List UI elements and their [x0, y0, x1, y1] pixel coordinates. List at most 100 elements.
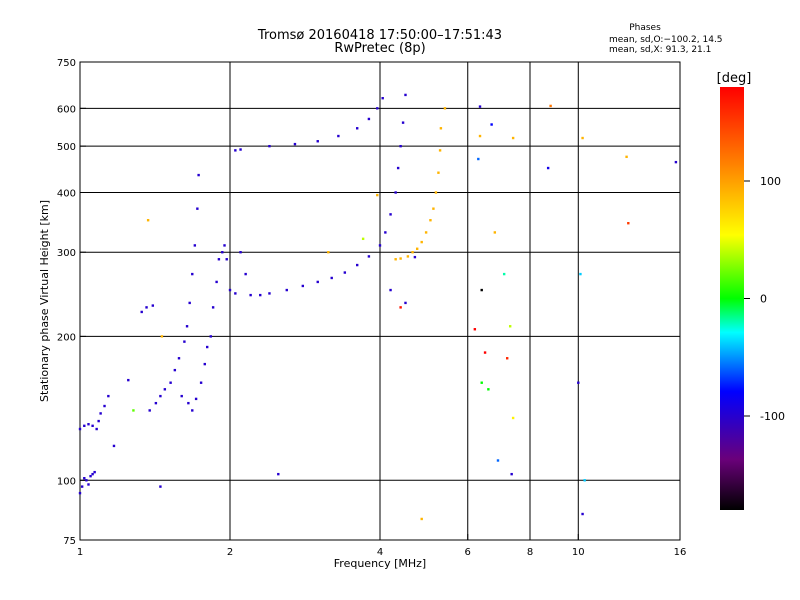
- data-point: [259, 293, 262, 297]
- data-point: [197, 173, 200, 177]
- data-point: [438, 149, 442, 152]
- data-point: [361, 237, 365, 241]
- data-point: [196, 207, 199, 210]
- data-point: [188, 301, 191, 305]
- y-tick-label: 200: [57, 332, 76, 343]
- data-point: [99, 412, 102, 415]
- data-point: [415, 247, 419, 250]
- chart-subtitle: RwPretec (8p): [334, 41, 425, 56]
- data-point: [406, 255, 410, 258]
- data-point: [480, 381, 483, 384]
- data-point: [420, 240, 423, 244]
- data-point: [191, 409, 194, 412]
- data-point: [183, 340, 186, 343]
- data-point: [293, 142, 297, 146]
- data-point: [404, 93, 407, 97]
- data-point: [268, 292, 271, 295]
- data-point: [112, 444, 116, 448]
- data-points: [78, 93, 678, 521]
- data-point: [316, 140, 319, 143]
- data-point: [394, 191, 397, 194]
- data-point: [477, 157, 480, 161]
- y-tick-label: 750: [57, 58, 76, 69]
- data-point: [546, 166, 550, 170]
- data-point: [399, 306, 402, 309]
- data-point: [234, 149, 237, 152]
- data-point: [327, 251, 330, 254]
- data-point: [159, 485, 162, 488]
- data-point: [581, 512, 584, 516]
- data-point: [399, 144, 402, 148]
- data-point: [169, 381, 172, 384]
- y-tick-label: 600: [57, 104, 76, 115]
- data-point: [301, 284, 305, 288]
- data-point: [437, 171, 440, 174]
- data-point: [211, 306, 215, 309]
- data-point: [215, 280, 218, 284]
- data-point: [85, 479, 88, 482]
- data-point: [193, 244, 197, 247]
- data-point: [432, 207, 435, 210]
- data-point: [502, 272, 506, 276]
- data-point: [579, 272, 582, 276]
- colorbar-tick-label: -100: [760, 410, 785, 423]
- data-point: [80, 485, 84, 488]
- phases-title: Phases: [629, 23, 661, 33]
- data-point: [285, 288, 288, 292]
- data-point: [480, 288, 483, 292]
- data-point: [483, 351, 487, 354]
- data-point: [132, 409, 135, 412]
- x-tick-label: 1: [77, 547, 83, 558]
- data-point: [225, 258, 228, 261]
- data-point: [185, 325, 189, 328]
- data-point: [625, 155, 628, 159]
- grid-lines: [80, 62, 680, 540]
- phases-stat-o: mean, sd,O:−100.2, 14.5: [609, 35, 723, 45]
- data-point: [493, 231, 497, 234]
- data-point: [78, 427, 82, 431]
- data-point: [389, 213, 392, 216]
- data-point: [420, 517, 423, 521]
- data-point: [187, 401, 190, 405]
- data-point: [337, 134, 340, 138]
- data-point: [411, 251, 414, 254]
- y-axis-label: Stationary phase Virtual Height [km]: [38, 200, 51, 402]
- data-point: [127, 378, 130, 382]
- data-point: [581, 136, 584, 140]
- data-point: [508, 325, 512, 328]
- data-point: [439, 127, 443, 130]
- data-point: [249, 293, 252, 297]
- data-point: [511, 136, 515, 140]
- data-point: [95, 427, 98, 431]
- data-point: [429, 219, 432, 222]
- y-tick-label: 500: [57, 142, 76, 153]
- data-point: [151, 304, 155, 307]
- data-point: [228, 288, 232, 292]
- data-point: [93, 470, 96, 474]
- data-point: [160, 335, 164, 338]
- data-point: [394, 258, 397, 261]
- data-point: [277, 472, 280, 476]
- phases-stat-x: mean, sd,X: 91.3, 21.1: [609, 45, 711, 55]
- data-point: [163, 388, 167, 391]
- data-point: [194, 397, 198, 401]
- data-point: [389, 288, 392, 292]
- data-point: [78, 491, 82, 495]
- data-point: [83, 424, 86, 428]
- data-point: [148, 409, 151, 412]
- data-point: [355, 263, 359, 267]
- x-tick-label: 4: [377, 547, 383, 558]
- data-point: [91, 424, 94, 428]
- data-point: [487, 388, 490, 391]
- data-point: [674, 160, 678, 164]
- data-point: [490, 123, 493, 126]
- data-point: [316, 280, 319, 284]
- data-point: [473, 328, 477, 331]
- y-tick-label: 75: [63, 536, 76, 547]
- y-tick-label: 400: [57, 188, 76, 199]
- data-point: [399, 257, 402, 260]
- data-point: [103, 404, 106, 408]
- data-point: [505, 357, 509, 360]
- data-point: [203, 362, 206, 366]
